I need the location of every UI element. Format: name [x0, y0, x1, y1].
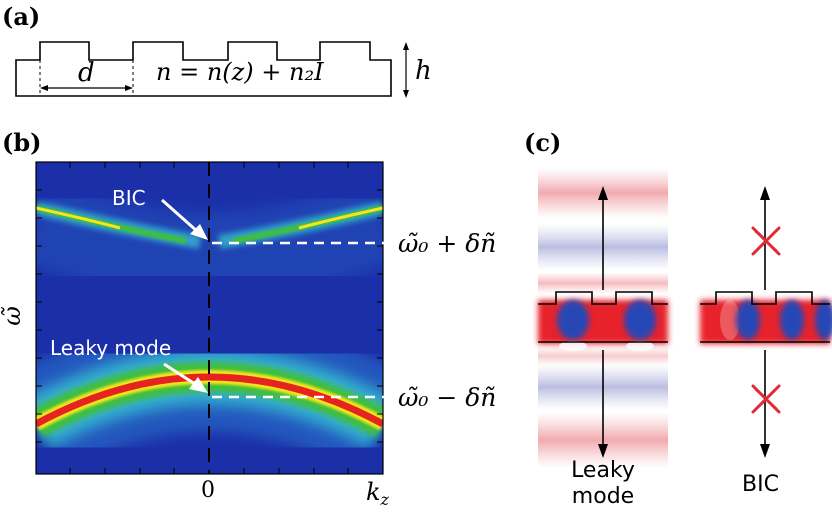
height-arrow-head-top — [403, 42, 409, 50]
bic-annotation: BIC — [112, 186, 146, 210]
leaky-slab-field — [538, 300, 668, 351]
leaky-mode-caption: Leaky mode — [560, 458, 646, 510]
x-axis-label: kz — [366, 478, 389, 509]
height-label: h — [415, 56, 432, 86]
period-arrow-head-right — [125, 85, 133, 91]
bic-arrow-head — [190, 224, 208, 240]
leaky-arrow-up-head — [598, 186, 608, 200]
leaky-grating-top — [538, 291, 668, 305]
panel-b-label: (b) — [2, 128, 42, 157]
leaky-arrow-down-head — [598, 444, 608, 458]
leaky-caption-line2: mode — [571, 484, 635, 509]
bic-arrow-down-head — [760, 444, 770, 458]
leaky-arrow-head — [189, 377, 208, 393]
panel-c-label: (c) — [524, 128, 562, 157]
leaky-arrow — [163, 362, 199, 388]
bic-cross-top-icon — [751, 226, 781, 256]
leaky-band-core — [36, 373, 383, 428]
upper-level-label: ω̃₀ + δñ — [398, 229, 497, 258]
leaky-annotation: Leaky mode — [50, 336, 172, 360]
leaky-caption-line1: Leaky — [571, 458, 635, 483]
bic-grating-top — [700, 291, 830, 305]
grating-outline — [15, 41, 392, 97]
bic-arrow-up-head — [760, 186, 770, 200]
x-axis-label-main: k — [366, 478, 381, 506]
index-formula: n = n(z) + n₂I — [156, 58, 324, 86]
x-tick-zero: 0 — [201, 478, 215, 503]
bic-arrow — [161, 198, 199, 234]
lower-level-label: ω̃₀ − δñ — [398, 383, 497, 412]
x-axis-label-subscript: z — [380, 490, 389, 509]
bic-band-left — [36, 206, 121, 230]
height-arrow-head-bottom — [403, 90, 409, 98]
panel-a-label: (a) — [2, 2, 41, 31]
bic-cross-bottom-icon — [751, 384, 781, 414]
period-arrow-head-left — [40, 85, 48, 91]
bic-caption: BIC — [742, 472, 779, 497]
period-label: d — [78, 58, 95, 88]
bic-slab-field — [700, 300, 832, 344]
bic-band-right — [298, 206, 383, 230]
